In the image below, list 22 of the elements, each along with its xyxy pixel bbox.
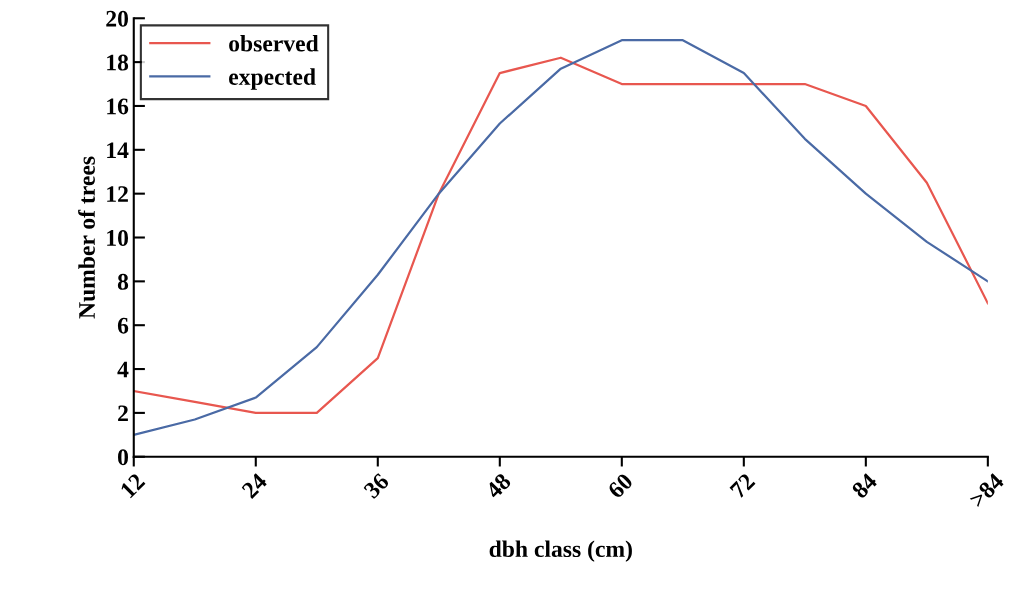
y-tick-label: 6 [117, 317, 129, 334]
y-tick-label: 4 [117, 361, 129, 378]
x-tick-label: 24 [241, 472, 268, 499]
y-tick-label: 12 [107, 186, 128, 202]
x-axis-title: dbh class (cm) [489, 540, 632, 562]
y-tick-label: 8 [117, 273, 129, 290]
y-tick-label: 18 [107, 54, 129, 71]
y-tick-label: 2 [118, 405, 128, 422]
y-axis-title: Number of trees [78, 156, 95, 319]
y-tick-label: 20 [106, 10, 129, 27]
x-tick-label: 48 [484, 472, 512, 500]
y-tick-label: 14 [107, 142, 129, 159]
x-tick-label: 60 [606, 472, 634, 500]
y-tick-label: 0 [118, 449, 129, 466]
x-tick-label: 84 [850, 472, 879, 500]
y-tick-label: 10 [107, 230, 129, 246]
x-tick-label: 72 [729, 472, 756, 499]
x-tick-label: >84 [968, 472, 1005, 509]
legend-label: observed [229, 34, 319, 52]
legend-label: expected [229, 68, 316, 90]
x-tick-label: 36 [363, 472, 390, 500]
y-tick-label: 16 [107, 98, 129, 115]
